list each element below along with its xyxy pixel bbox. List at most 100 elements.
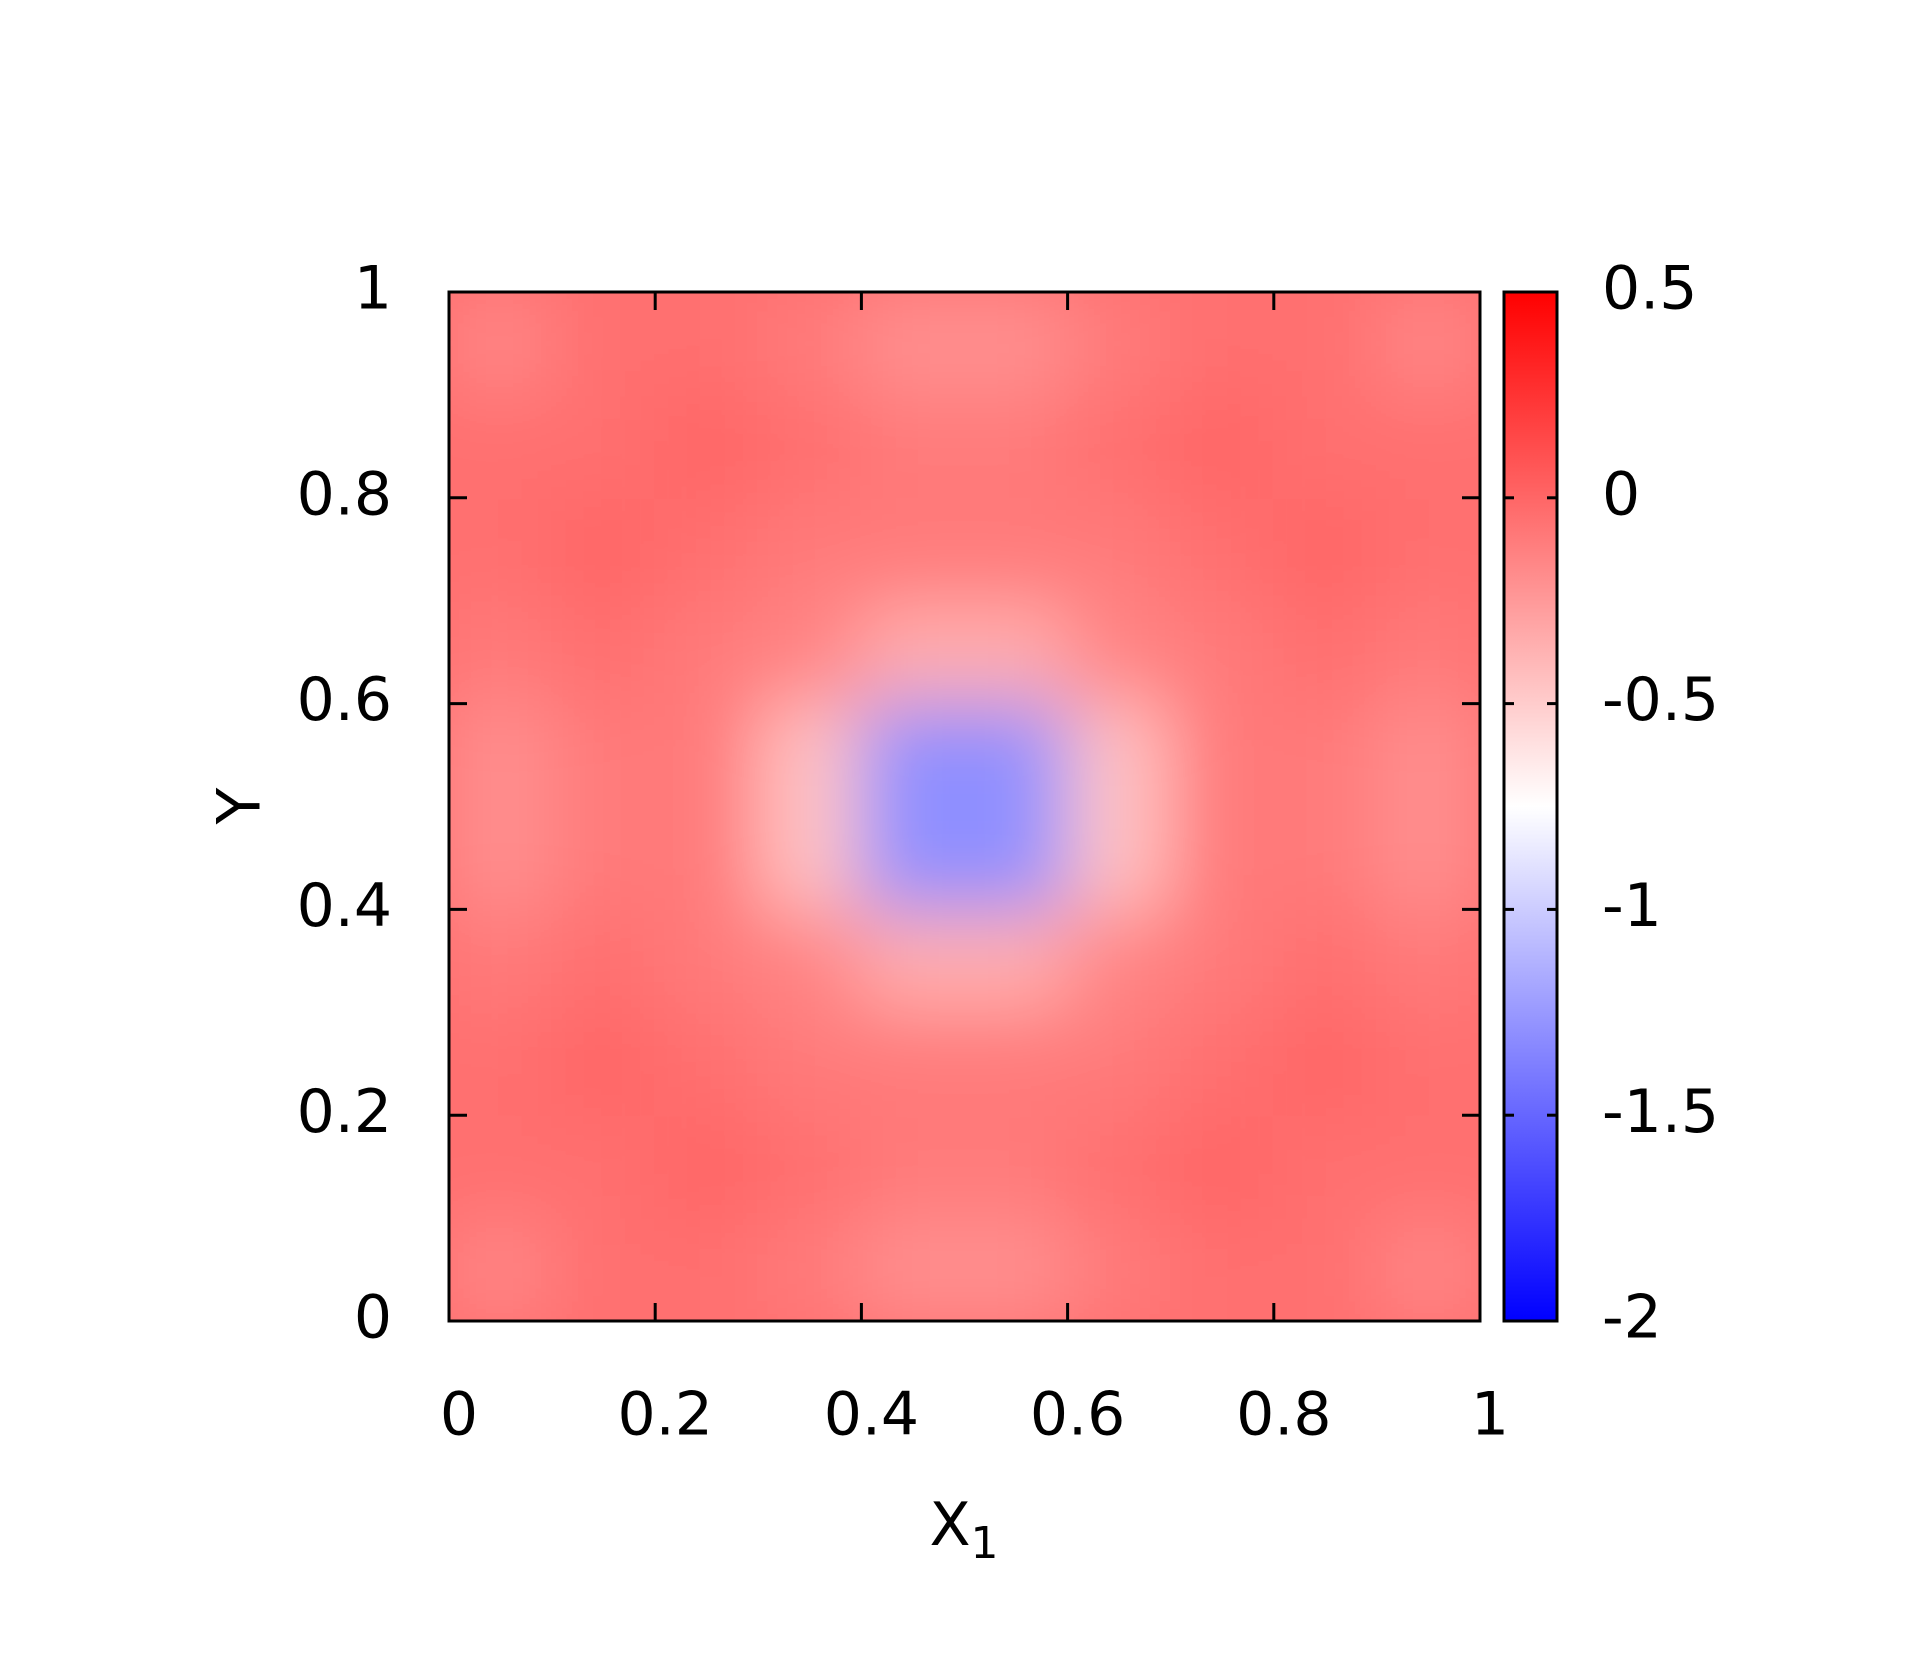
heatmap-cell: [1066, 599, 1172, 705]
heatmap-cell: [1375, 1011, 1480, 1117]
heatmap-cell: [1375, 496, 1480, 602]
heatmap-cell: [449, 702, 554, 808]
heatmap-cell: [449, 393, 554, 499]
heatmap-cell: [1272, 496, 1378, 602]
heatmap-cell: [1169, 1114, 1275, 1220]
heatmap-cell: [1066, 702, 1172, 808]
heatmap-cell: [860, 292, 966, 396]
heatmap-cell: [551, 599, 657, 705]
heatmap-cell: [757, 599, 863, 705]
heatmap-cell: [860, 1217, 966, 1321]
heatmap-cell: [654, 1011, 760, 1117]
heatmap-cell: [1169, 805, 1275, 911]
heatmap-cell: [1375, 805, 1480, 911]
heatmap-cell: [1066, 393, 1172, 499]
heatmap-cell: [963, 908, 1069, 1014]
heatmap-cell: [757, 702, 863, 808]
x-axis-label: X1: [929, 1490, 998, 1569]
colorbar-tick-label: 0: [1602, 459, 1640, 529]
colorbar-tick-label: -1: [1602, 871, 1662, 941]
heatmap-cell: [449, 1217, 554, 1321]
heatmap-cell: [860, 702, 966, 808]
x-tick-label: 0.4: [824, 1380, 919, 1450]
plot-frame: [447, 290, 1482, 1323]
heatmap-cell: [449, 599, 554, 705]
heatmap-cell: [1066, 1217, 1172, 1321]
heatmap-cell: [963, 599, 1069, 705]
heatmap-cell: [963, 292, 1069, 396]
heatmap-cell: [551, 393, 657, 499]
x-tick-label: 1: [1471, 1380, 1509, 1450]
y-tick-label: 1: [354, 254, 392, 324]
heatmap-cell: [449, 496, 554, 602]
heatmap-cell: [757, 908, 863, 1014]
colorbar-tick-label: -2: [1602, 1283, 1662, 1353]
heatmap-cell: [1272, 908, 1378, 1014]
heatmap-cell: [1272, 805, 1378, 911]
y-tick-label: 0.4: [297, 871, 392, 941]
heatmap-cell: [1169, 1011, 1275, 1117]
x-tick-label: 0.2: [617, 1380, 712, 1450]
heatmap-cell: [551, 292, 657, 396]
colorbar-tick-label: 0.5: [1602, 254, 1697, 324]
x-axis-label-main: X: [929, 1490, 970, 1560]
heatmap-cell: [551, 1114, 657, 1220]
heatmap-cell: [1169, 1217, 1275, 1321]
heatmap-cell: [860, 1114, 966, 1220]
x-tick-label: 0: [440, 1380, 478, 1450]
heatmap-cell: [1272, 1114, 1378, 1220]
x-tick-label: 0.6: [1030, 1380, 1125, 1450]
heatmap-cell: [860, 1011, 966, 1117]
heatmap-cell: [1375, 393, 1480, 499]
heatmap-cell: [1272, 1011, 1378, 1117]
heatmap-area: [449, 292, 1480, 1321]
heatmap-cell: [654, 292, 760, 396]
heatmap-cell: [449, 805, 554, 911]
x-axis-label-subscript: 1: [971, 1518, 999, 1569]
heatmap-cell: [1066, 292, 1172, 396]
x-tick-label: 0.8: [1236, 1380, 1331, 1450]
heatmap-cell: [551, 908, 657, 1014]
colorbar-tick-label: -1.5: [1602, 1077, 1719, 1147]
heatmap-cell: [860, 599, 966, 705]
heatmap-cell: [654, 805, 760, 911]
heatmap-cell: [757, 805, 863, 911]
y-tick-label: 0.2: [297, 1077, 392, 1147]
y-tick-label: 0: [354, 1283, 392, 1353]
heatmap-cell: [654, 1114, 760, 1220]
colorbar: [1502, 290, 1559, 1323]
y-tick-label: 0.8: [297, 459, 392, 529]
heatmap-cells: [449, 292, 1480, 1321]
heatmap-cell: [1375, 599, 1480, 705]
heatmap-cell: [1272, 292, 1378, 396]
colorbar-tick-label: -0.5: [1602, 665, 1719, 735]
heatmap-cell: [757, 1011, 863, 1117]
heatmap-cell: [860, 496, 966, 602]
heatmap-cell: [860, 805, 966, 911]
heatmap-cell: [963, 1011, 1069, 1117]
heatmap-cell: [757, 1217, 863, 1321]
heatmap-cell: [963, 1114, 1069, 1220]
heatmap-cell: [860, 908, 966, 1014]
heatmap-cell: [1272, 1217, 1378, 1321]
heatmap-cell: [449, 292, 554, 396]
heatmap-cell: [963, 393, 1069, 499]
heatmap-cell: [1169, 908, 1275, 1014]
heatmap-cell: [1066, 805, 1172, 911]
heatmap-cell: [1375, 292, 1480, 396]
heatmap-cell: [449, 908, 554, 1014]
heatmap-cell: [1169, 599, 1275, 705]
heatmap-cell: [757, 292, 863, 396]
heatmap-cell: [963, 1217, 1069, 1321]
heatmap-cell: [654, 599, 760, 705]
heatmap-cell: [963, 702, 1069, 808]
heatmap-cell: [551, 702, 657, 808]
heatmap-cell: [1169, 393, 1275, 499]
heatmap-cell: [757, 1114, 863, 1220]
heatmap-cell: [551, 1011, 657, 1117]
heatmap-cell: [1272, 599, 1378, 705]
heatmap-cell: [1272, 702, 1378, 808]
heatmap-cell: [1375, 702, 1480, 808]
heatmap-cell: [654, 702, 760, 808]
